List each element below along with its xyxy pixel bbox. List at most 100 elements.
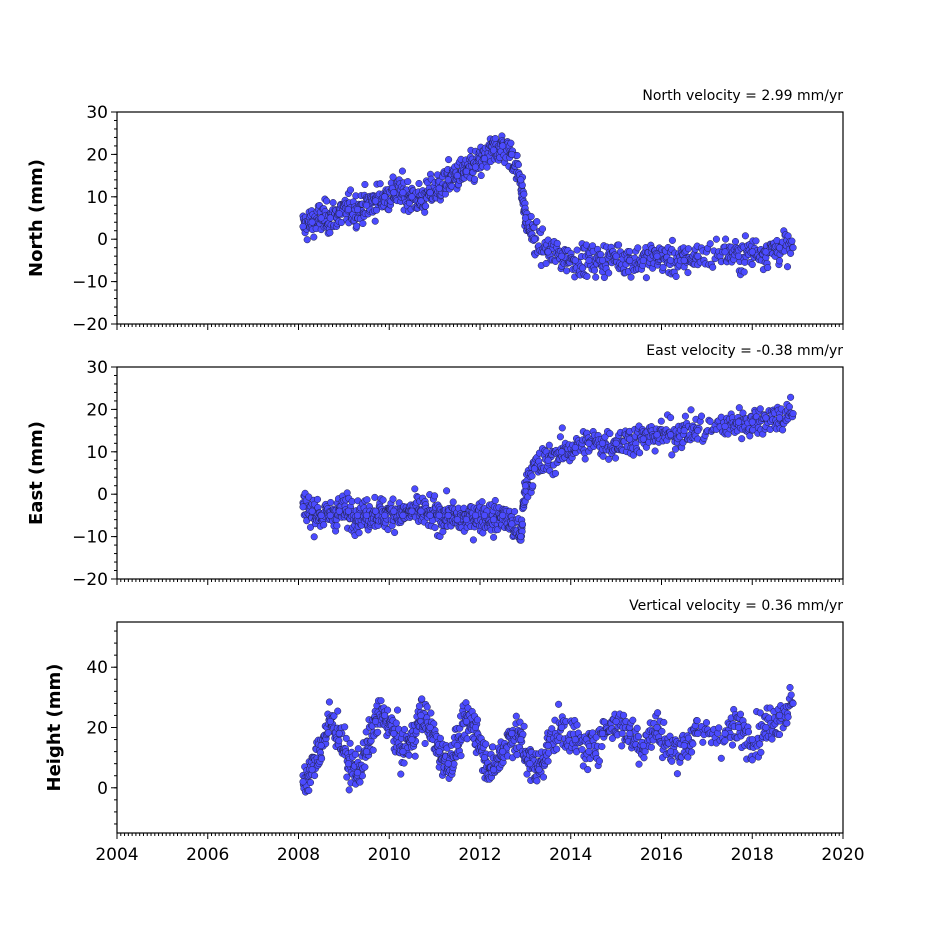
- east-point: [605, 455, 613, 463]
- east-point: [545, 441, 553, 449]
- east-point: [443, 487, 451, 495]
- height-point: [618, 742, 626, 750]
- north-point: [544, 248, 552, 256]
- height-panel: 0 20 40 2004 2006 2008 2010 2012 2014 2016 2018 202…: [44, 598, 865, 865]
- east-point: [530, 465, 539, 473]
- height-point: [324, 729, 332, 737]
- east-ytick-label: −10: [72, 528, 108, 548]
- height-point: [299, 778, 307, 786]
- north-point: [615, 241, 623, 249]
- east-point: [521, 482, 529, 490]
- north-ylabel: North (mm): [26, 159, 47, 277]
- height-point: [653, 723, 661, 732]
- north-point: [399, 189, 407, 197]
- north-point: [398, 167, 406, 175]
- height-point: [689, 740, 697, 748]
- north-point: [363, 201, 371, 209]
- height-point: [667, 748, 675, 756]
- north-point: [453, 172, 461, 180]
- east-point: [435, 511, 443, 519]
- east-point: [305, 493, 313, 501]
- north-point: [627, 273, 635, 281]
- height-ytick-label: 0: [97, 779, 108, 799]
- east-point: [598, 439, 607, 447]
- height-point: [317, 742, 325, 750]
- height-point: [539, 773, 548, 781]
- east-point: [518, 520, 527, 528]
- east-point: [363, 496, 371, 504]
- height-point: [353, 769, 362, 777]
- north-point: [722, 235, 730, 243]
- height-point: [334, 707, 342, 715]
- height-point: [775, 730, 784, 739]
- height-ytick-label: 20: [86, 719, 108, 739]
- east-ytick-label: 20: [86, 400, 108, 420]
- height-point: [421, 739, 429, 748]
- height-point: [392, 719, 400, 727]
- east-point: [453, 516, 461, 524]
- height-point: [444, 760, 452, 768]
- height-point: [351, 750, 359, 758]
- north-point: [585, 256, 593, 264]
- height-point: [548, 725, 556, 733]
- height-point: [694, 729, 702, 738]
- east-point: [681, 412, 689, 420]
- height-point: [571, 736, 579, 744]
- north-point: [376, 180, 384, 188]
- height-point: [598, 743, 606, 751]
- height-point: [508, 729, 516, 738]
- north-point: [748, 248, 756, 256]
- height-point: [626, 729, 634, 738]
- east-axes-frame: [116, 366, 844, 580]
- height-point: [400, 725, 409, 733]
- height-point: [326, 717, 334, 726]
- north-point: [626, 248, 634, 256]
- north-point: [308, 218, 316, 226]
- east-point: [585, 439, 593, 447]
- east-point: [411, 485, 419, 493]
- height-point: [499, 748, 507, 756]
- north-point: [299, 222, 307, 231]
- north-point: [499, 142, 507, 150]
- north-point: [530, 235, 539, 243]
- height-point: [426, 723, 434, 732]
- north-point: [517, 176, 525, 184]
- east-point: [529, 482, 537, 490]
- east-point: [391, 528, 399, 537]
- height-point: [417, 711, 425, 719]
- height-point: [463, 735, 471, 743]
- east-point: [738, 435, 746, 443]
- east-point: [371, 493, 379, 501]
- north-point: [435, 184, 443, 192]
- height-point: [618, 729, 626, 737]
- height-point: [721, 729, 729, 738]
- east-ytick-label: 0: [97, 485, 108, 505]
- height-point: [361, 763, 369, 771]
- north-point: [684, 245, 693, 253]
- east-point: [499, 511, 507, 519]
- east-ytick-label: 30: [86, 358, 108, 378]
- height-point: [408, 736, 416, 744]
- north-point: [731, 237, 740, 246]
- height-point: [660, 718, 668, 726]
- east-velocity-label: East velocity = -0.38 mm/yr: [646, 343, 843, 359]
- height-point: [523, 770, 531, 778]
- east-point: [667, 431, 675, 439]
- height-point: [306, 778, 315, 787]
- height-xtick-label: 2020: [821, 845, 864, 865]
- north-point: [775, 257, 784, 265]
- east-point: [626, 435, 634, 443]
- east-point: [789, 410, 797, 418]
- north-point: [426, 189, 434, 197]
- height-point: [633, 724, 641, 732]
- east-point: [599, 452, 607, 460]
- height-point: [374, 728, 382, 736]
- height-point: [668, 757, 676, 765]
- height-point: [377, 697, 385, 705]
- north-points: [299, 132, 797, 282]
- east-point: [333, 522, 341, 530]
- north-point: [605, 269, 613, 277]
- height-point: [717, 754, 725, 762]
